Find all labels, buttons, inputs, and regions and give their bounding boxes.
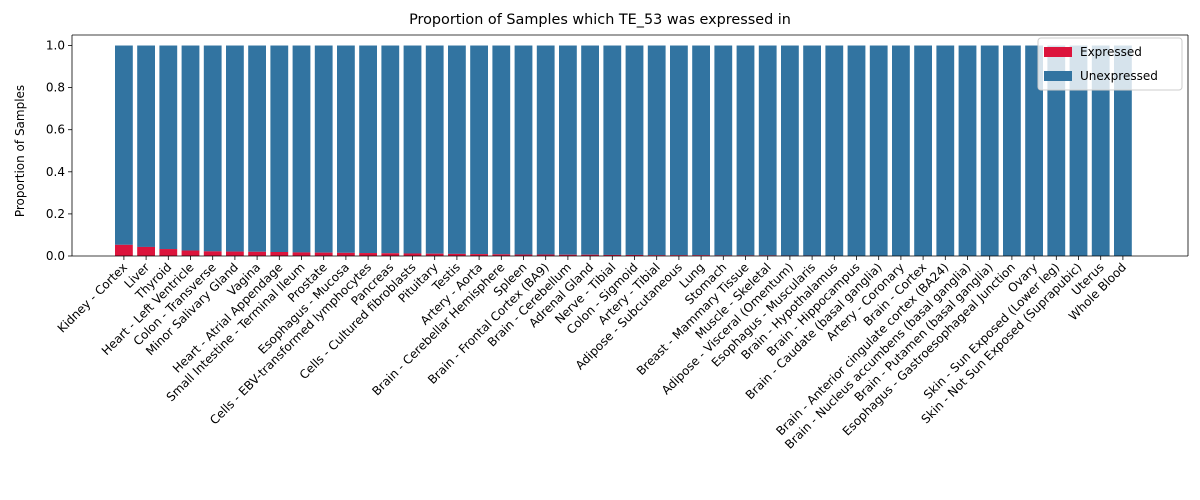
bar-unexpressed	[958, 45, 977, 256]
bar-unexpressed	[803, 45, 821, 256]
bar-unexpressed	[603, 45, 622, 255]
bar-unexpressed	[1003, 45, 1021, 256]
bar-expressed	[359, 253, 377, 256]
bar-unexpressed	[847, 45, 866, 256]
y-tick-label: 0.4	[46, 165, 65, 179]
axes-layer	[71, 34, 1189, 257]
y-tick-label: 0.8	[46, 81, 65, 95]
bar-unexpressed	[1091, 45, 1110, 256]
bar-expressed	[337, 252, 355, 256]
bar-unexpressed	[337, 45, 355, 253]
bar-expressed	[425, 253, 444, 256]
bar-unexpressed	[647, 45, 666, 256]
bar-unexpressed	[359, 45, 377, 254]
bar-unexpressed	[758, 45, 777, 256]
bar-unexpressed	[559, 45, 577, 255]
bar-expressed	[536, 254, 555, 256]
bar-unexpressed	[314, 45, 333, 253]
bar-expressed	[581, 254, 599, 256]
bar-expressed	[181, 250, 200, 256]
bar-expressed	[470, 254, 488, 256]
bar-unexpressed	[1069, 45, 1088, 256]
bar-unexpressed	[825, 45, 844, 256]
bar-unexpressed	[248, 45, 266, 252]
bar-unexpressed	[425, 45, 444, 254]
y-tick-label: 1.0	[46, 39, 65, 53]
bar-unexpressed	[736, 45, 755, 256]
bar-expressed	[403, 253, 422, 256]
bar-unexpressed	[1025, 45, 1043, 256]
legend-swatch-unexpressed	[1044, 71, 1072, 81]
bar-expressed	[248, 251, 266, 256]
bar-unexpressed	[1047, 45, 1066, 256]
bar-expressed	[115, 244, 133, 256]
y-axis-label: Proportion of Samples	[13, 85, 27, 217]
bar-unexpressed	[137, 45, 155, 247]
bar-unexpressed	[226, 45, 244, 252]
legend-label-unexpressed: Unexpressed	[1080, 69, 1158, 83]
bar-unexpressed	[403, 45, 422, 254]
bar-unexpressed	[625, 45, 644, 255]
chart-title: Proportion of Samples which TE_53 was ex…	[409, 12, 791, 28]
bar-unexpressed	[270, 45, 289, 252]
bar-unexpressed	[914, 45, 932, 256]
y-tick-label: 0.0	[46, 249, 65, 263]
bar-unexpressed	[514, 45, 533, 255]
bar-unexpressed	[781, 45, 799, 256]
bar-expressed	[226, 251, 244, 256]
bar-unexpressed	[869, 45, 888, 256]
bar-expressed	[203, 251, 222, 256]
bar-unexpressed	[292, 45, 311, 253]
bar-expressed	[692, 255, 710, 256]
bar-expressed	[625, 254, 644, 256]
bar-expressed	[492, 254, 511, 256]
bar-expressed	[159, 249, 178, 256]
bar-unexpressed	[448, 45, 466, 254]
bar-unexpressed	[536, 45, 555, 255]
bar-unexpressed	[936, 45, 955, 256]
bar-unexpressed	[381, 45, 400, 254]
bar-unexpressed	[581, 45, 599, 255]
bar-unexpressed	[492, 45, 511, 255]
y-tick-label: 0.2	[46, 207, 65, 221]
legend-label-expressed: Expressed	[1080, 45, 1142, 59]
bar-expressed	[603, 254, 622, 256]
bar-unexpressed	[470, 45, 488, 255]
bar-expressed	[448, 253, 466, 256]
bar-unexpressed	[714, 45, 733, 256]
legend: Expressed Unexpressed	[1037, 37, 1183, 91]
bar-unexpressed	[892, 45, 910, 256]
y-tick-label: 0.6	[46, 123, 65, 137]
bar-unexpressed	[670, 45, 688, 256]
bar-expressed	[292, 252, 311, 256]
bar-unexpressed	[115, 45, 133, 245]
legend-swatch-expressed	[1044, 47, 1072, 57]
bar-expressed	[314, 252, 333, 256]
bar-unexpressed	[203, 45, 222, 252]
bar-expressed	[559, 254, 577, 256]
bar-unexpressed	[692, 45, 710, 256]
bar-unexpressed	[980, 45, 999, 256]
x-tick-label: Kidney - Cortex	[55, 260, 130, 335]
bar-expressed	[670, 255, 688, 256]
bars-layer	[115, 45, 1132, 256]
bar-unexpressed	[181, 45, 200, 251]
bar-expressed	[381, 253, 400, 256]
y-ticks: 0.0 0.2 0.4 0.6 0.8 1.0	[46, 39, 72, 263]
bar-expressed	[514, 254, 533, 256]
bar-unexpressed	[1114, 45, 1132, 256]
bar-unexpressed	[159, 45, 178, 250]
bar-expressed	[270, 252, 289, 256]
bar-expressed	[137, 246, 155, 256]
legend-frame	[1037, 37, 1183, 91]
bar-expressed	[647, 255, 666, 256]
